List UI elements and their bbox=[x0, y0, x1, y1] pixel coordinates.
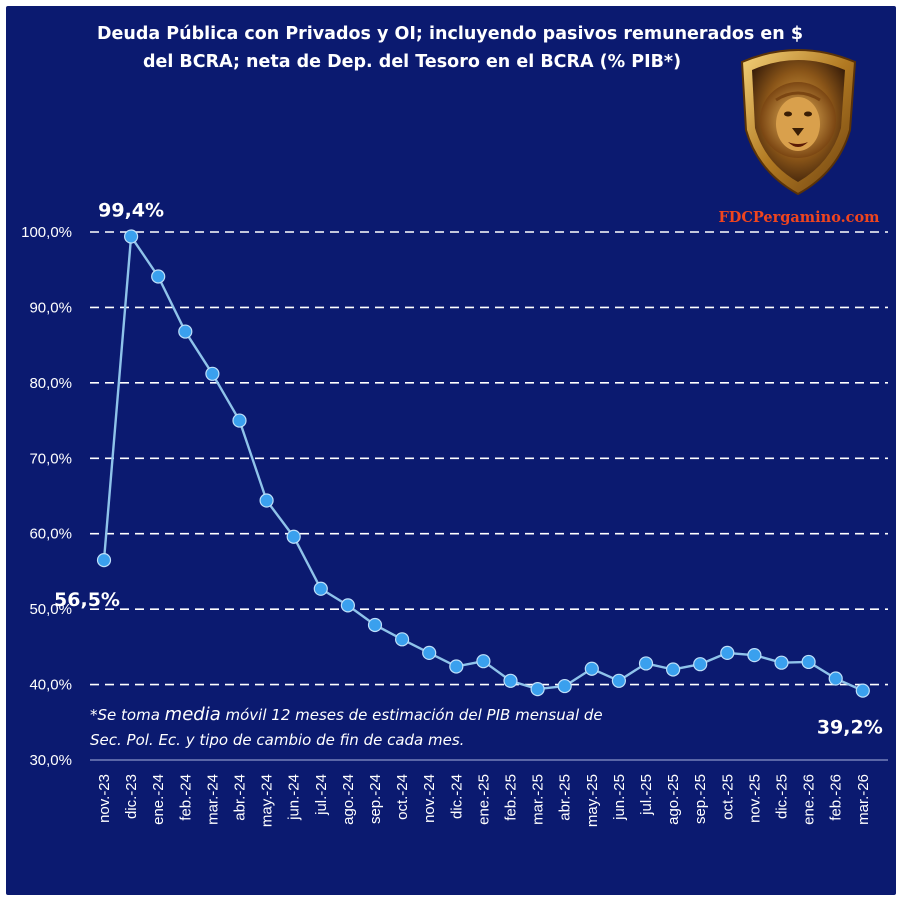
x-tick-label: abr.-24 bbox=[232, 774, 249, 821]
data-label: 56,5% bbox=[54, 589, 120, 611]
x-tick-label: abr.-25 bbox=[557, 774, 574, 821]
x-tick-label: may.-24 bbox=[259, 774, 276, 827]
footnote-suffix: móvil 12 meses de estimación del PIB men… bbox=[221, 706, 603, 724]
lion-shield-icon bbox=[740, 49, 857, 196]
data-point bbox=[801, 654, 816, 670]
data-point bbox=[503, 673, 518, 688]
footnote-line-1: *Se toma media móvil 12 meses de estimac… bbox=[90, 704, 603, 725]
x-tick-label: dic.-24 bbox=[448, 774, 465, 819]
data-point bbox=[638, 656, 654, 671]
x-tick-label: dic.-23 bbox=[123, 774, 140, 819]
data-point bbox=[611, 673, 627, 688]
data-point bbox=[340, 598, 355, 613]
data-point bbox=[232, 413, 247, 428]
data-point bbox=[449, 659, 464, 674]
x-tick-label: sep.-25 bbox=[692, 774, 709, 824]
data-point bbox=[774, 655, 789, 670]
x-tick-label: jun.-24 bbox=[286, 774, 303, 821]
data-point bbox=[584, 661, 599, 676]
x-tick-label: feb.-24 bbox=[177, 774, 194, 821]
data-point bbox=[124, 229, 139, 244]
x-tick-label: may.-25 bbox=[584, 774, 601, 827]
data-labels: 99,4% 56,5% 39,2% bbox=[54, 200, 883, 739]
data-label: 39,2% bbox=[817, 717, 883, 739]
data-point bbox=[665, 662, 681, 677]
y-tick-label: 90,0% bbox=[29, 299, 72, 316]
x-tick-label: mar.-25 bbox=[530, 774, 547, 825]
data-point bbox=[205, 366, 220, 381]
x-tick-label: ene.-25 bbox=[475, 774, 492, 825]
y-tick-label: 30,0% bbox=[29, 752, 72, 769]
footnote-line-2: Sec. Pol. Ec. y tipo de cambio de fin de… bbox=[90, 731, 464, 749]
y-tick-label: 40,0% bbox=[29, 677, 72, 694]
x-tick-label: mar.-26 bbox=[855, 774, 872, 825]
website-label: FDCPergamino.com bbox=[718, 209, 880, 226]
footnote-prefix: *Se toma bbox=[90, 706, 165, 724]
data-point bbox=[395, 632, 410, 647]
data-point bbox=[151, 269, 166, 284]
x-tick-label: nov.-25 bbox=[746, 774, 763, 823]
chart-title-line-1: Deuda Pública con Privados y OI; incluye… bbox=[97, 24, 803, 44]
data-label: 99,4% bbox=[98, 200, 164, 222]
x-tick-label: dic.-25 bbox=[774, 774, 791, 819]
x-tick-label: jul.-24 bbox=[313, 774, 330, 816]
y-tick-label: 50,0% bbox=[29, 601, 72, 618]
chart-title-line-2: del BCRA; neta de Dep. del Tesoro en el … bbox=[143, 52, 681, 72]
x-tick-label: jul.-25 bbox=[638, 774, 655, 816]
x-tick-label: ago.-24 bbox=[340, 774, 357, 825]
data-point bbox=[747, 648, 762, 663]
data-point bbox=[828, 671, 843, 686]
x-tick-label: nov.-23 bbox=[96, 774, 113, 823]
data-point bbox=[476, 654, 491, 669]
x-axis-ticks: nov.-23 dic.-23 ene.-24 feb.-24 mar.-24 abr.-… bbox=[96, 774, 872, 827]
series-layer bbox=[96, 229, 870, 698]
data-point bbox=[313, 581, 328, 596]
x-tick-label: ene.-24 bbox=[150, 774, 167, 825]
x-tick-label: jun.-25 bbox=[611, 774, 628, 821]
x-tick-label: nov.-24 bbox=[421, 774, 438, 823]
y-axis-ticks: 30,0% 40,0% 50,0% 60,0% 70,0% 80,0% 90,0% 100,0… bbox=[21, 224, 72, 769]
data-point bbox=[259, 493, 274, 508]
data-point bbox=[557, 678, 572, 694]
x-tick-label: feb.-25 bbox=[503, 774, 520, 821]
data-point bbox=[693, 657, 708, 672]
y-tick-label: 60,0% bbox=[29, 526, 72, 543]
data-point bbox=[855, 683, 870, 698]
y-tick-label: 80,0% bbox=[29, 375, 72, 392]
x-tick-label: oct.-24 bbox=[394, 774, 411, 820]
grid-layer bbox=[90, 231, 888, 686]
y-tick-label: 100,0% bbox=[21, 224, 72, 241]
data-point bbox=[720, 645, 735, 660]
x-tick-label: feb.-26 bbox=[828, 774, 845, 821]
series-line bbox=[102, 235, 864, 692]
x-tick-label: ago.-25 bbox=[665, 774, 682, 825]
data-point bbox=[178, 324, 193, 339]
x-tick-label: mar.-24 bbox=[204, 774, 221, 825]
data-point bbox=[530, 681, 545, 697]
x-tick-label: sep.-24 bbox=[367, 774, 384, 824]
x-tick-label: oct.-25 bbox=[719, 774, 736, 820]
data-point bbox=[367, 617, 383, 633]
y-tick-label: 70,0% bbox=[29, 450, 72, 467]
footnote-emphasis: media bbox=[165, 704, 221, 725]
line-chart: Deuda Pública con Privados y OI; incluye… bbox=[21, 24, 888, 827]
data-point bbox=[96, 553, 112, 568]
chart-frame: Deuda Pública con Privados y OI; incluye… bbox=[6, 6, 896, 895]
data-point bbox=[286, 529, 301, 544]
x-tick-label: ene.-26 bbox=[801, 774, 818, 825]
data-point bbox=[422, 645, 437, 660]
